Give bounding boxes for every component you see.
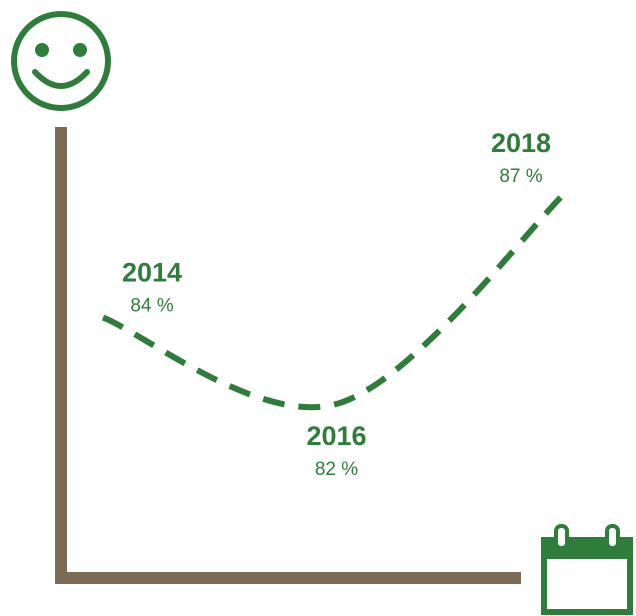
value-label: 84 % [130,296,173,317]
year-label: 2016 [306,421,366,451]
data-line [101,185,573,411]
smiley-icon [11,11,111,111]
calendar-icon [541,524,633,615]
axes [55,127,521,584]
value-label: 82 % [315,459,358,480]
year-label: 2018 [491,128,551,158]
value-label: 87 % [499,166,542,187]
year-label: 2014 [122,258,182,288]
